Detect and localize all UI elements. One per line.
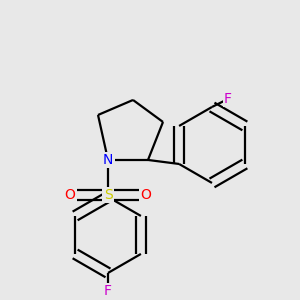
Text: S: S — [103, 188, 112, 202]
Text: O: O — [141, 188, 152, 202]
Text: F: F — [104, 284, 112, 298]
Text: N: N — [103, 153, 113, 167]
Text: O: O — [64, 188, 76, 202]
Text: F: F — [224, 92, 232, 106]
